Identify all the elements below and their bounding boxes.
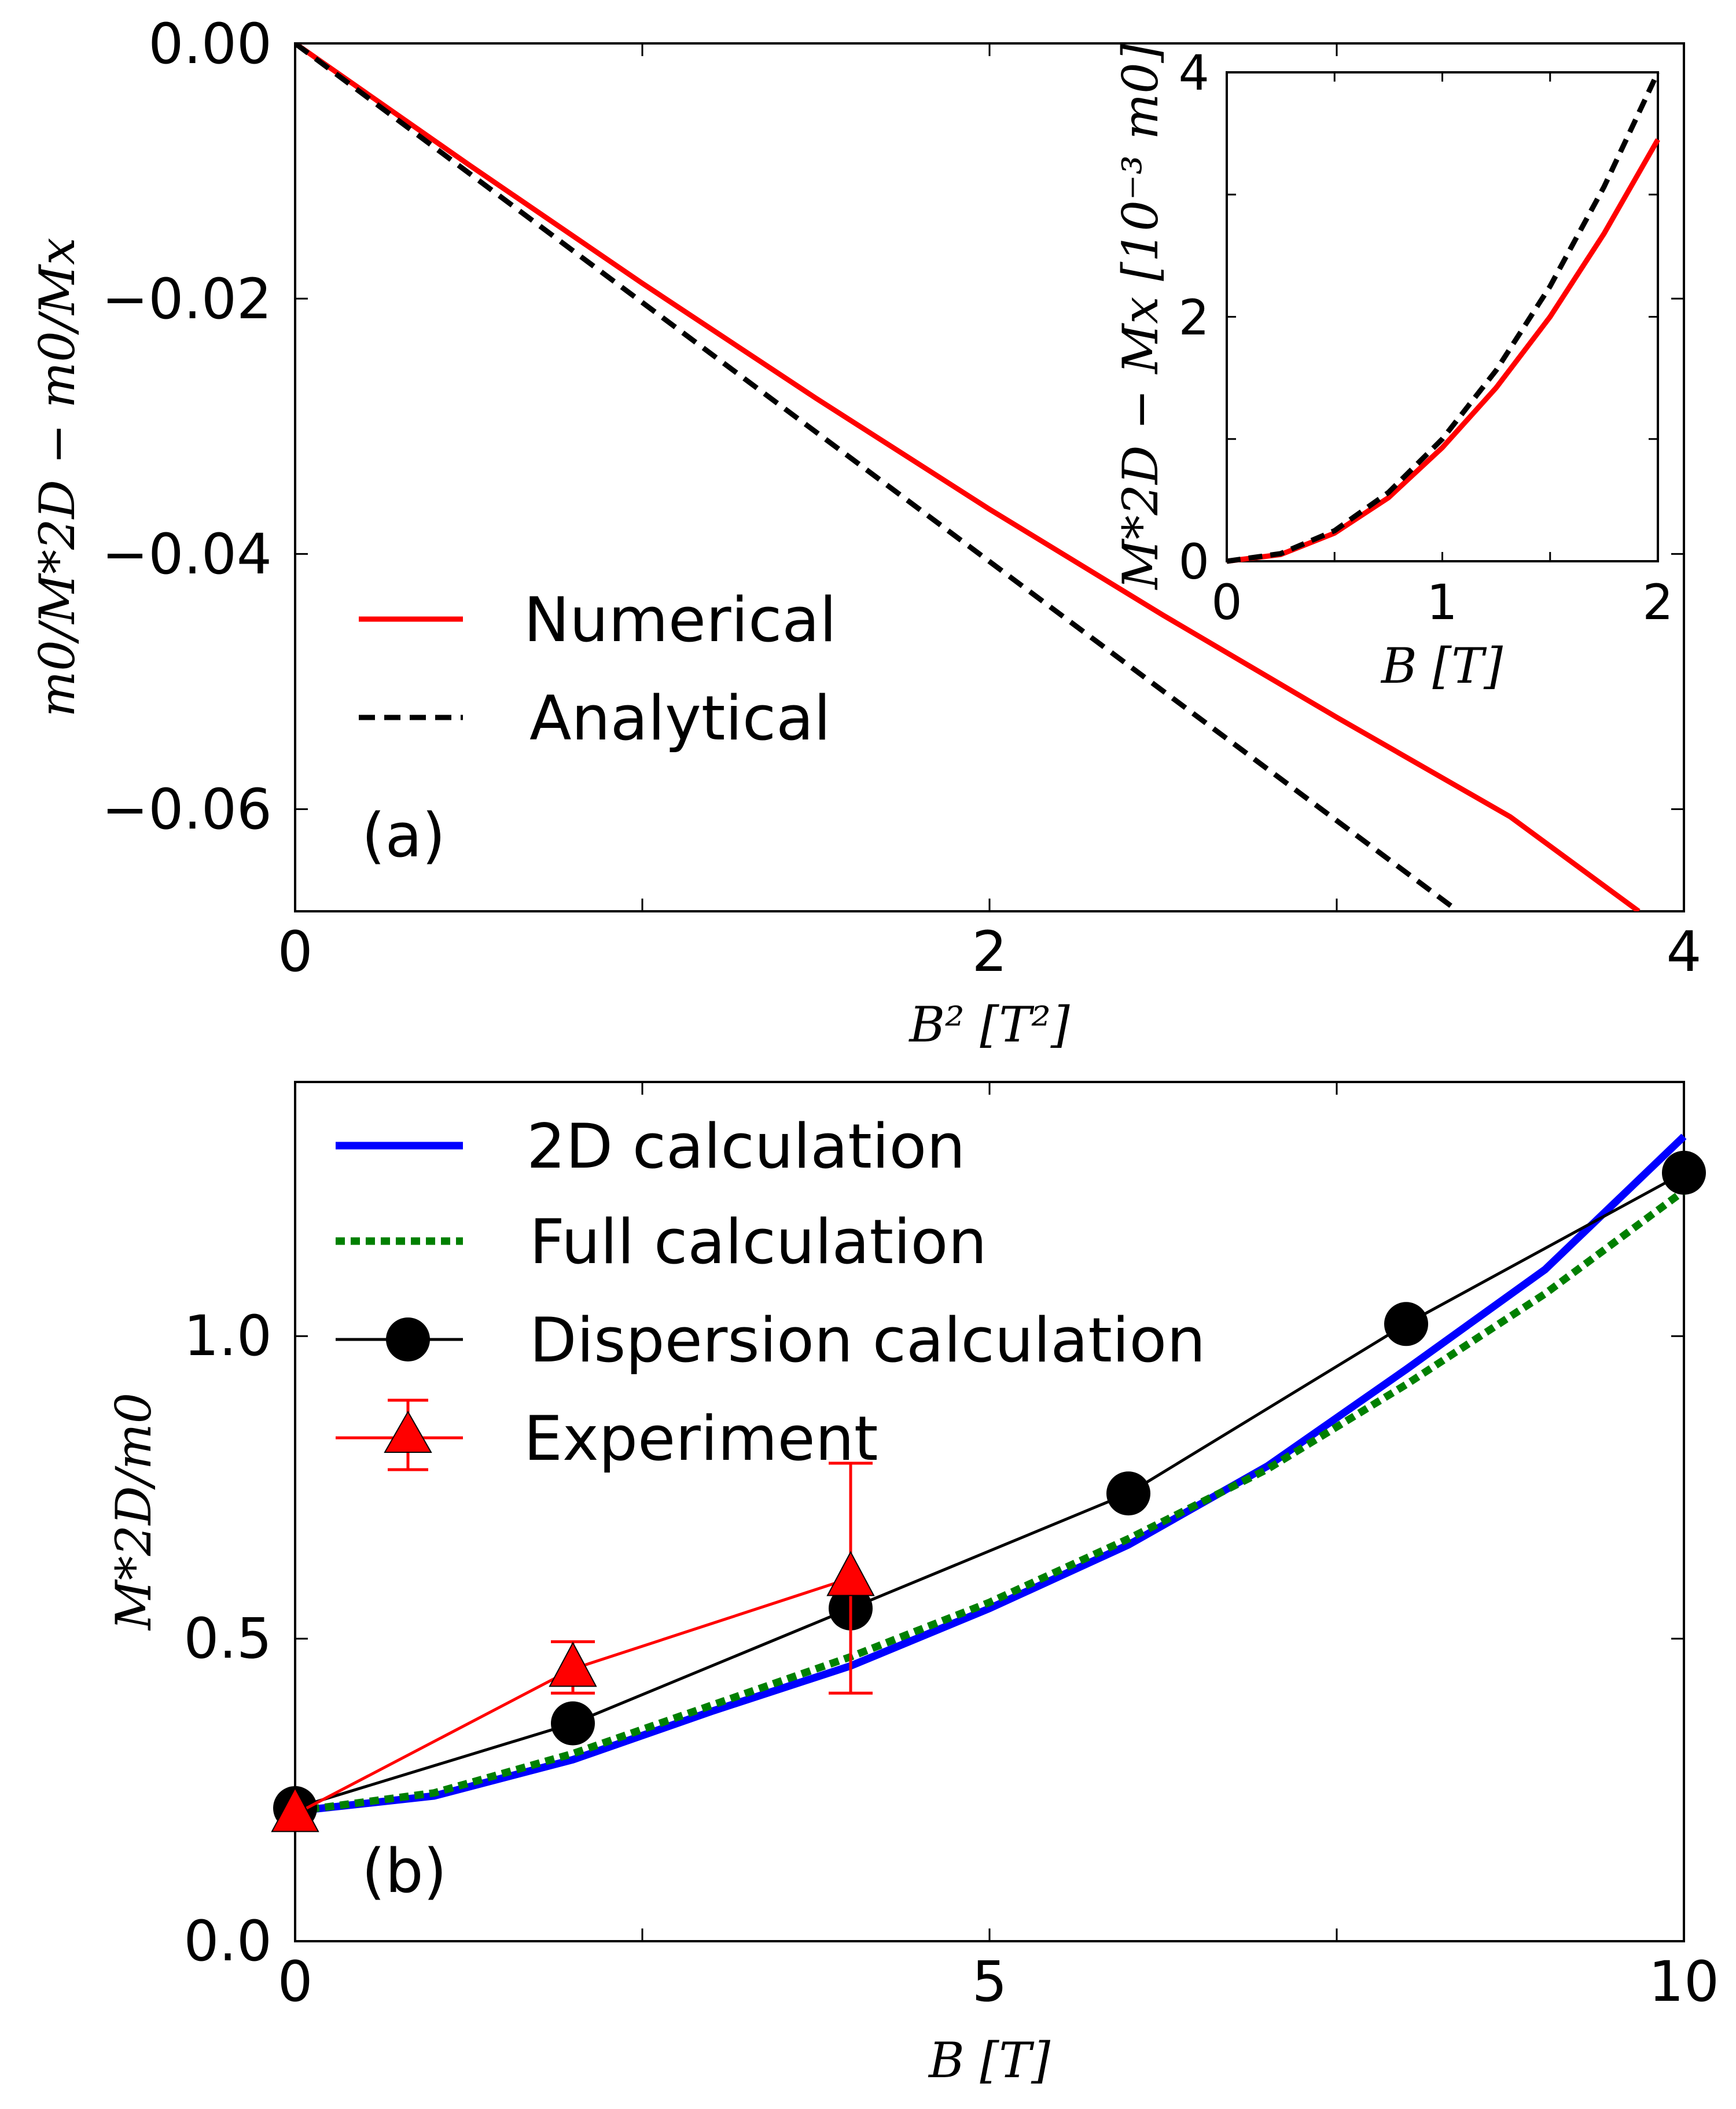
inset-series-analytical-line [1226,71,1661,564]
b-legend-2d-label: 2D calculation [527,1111,965,1182]
a-legend: Numerical Analytical [359,584,837,754]
b-xtick-label-2: 10 [1649,1949,1719,2014]
a-inset-frame [1226,71,1659,562]
a-ytick-label-3: −0.06 [102,777,272,842]
panel-b-frame [294,1081,1685,1942]
inset-xtick-label-1: 1 [1426,574,1457,631]
inset-xlabel: B [T] [1380,638,1503,694]
inset-xtick-label-0: 0 [1211,574,1242,631]
a-series-analytical-line [295,43,1460,911]
a-series-numerical-line [295,43,1641,911]
a-xtick-label-0: 0 [277,919,312,984]
b-experiment-point-1 [549,1641,597,1687]
a-panel-label: (a) [362,800,446,871]
b-legend-full-label: Full calculation [529,1206,987,1278]
b-xtick-label-1: 5 [972,1949,1007,2014]
b-panel-label: (b) [362,1836,447,1906]
a-ytick-label-0: 0.00 [148,12,272,76]
inset-xtick-label-2: 2 [1642,574,1673,631]
a-legend-analytical-label: Analytical [529,683,831,754]
b-dispersion-point-5 [1662,1150,1706,1195]
b-dispersion-point-3 [1106,1471,1150,1516]
a-inset: 0 2 4 0 1 2 B [T] M*2D − Mx [10⁻³ m0] [1112,43,1674,694]
b-xlabel: B [T] [928,2032,1050,2089]
b-dispersion-point-4 [1384,1302,1428,1346]
b-ylabel: M*2D/m0 [105,1393,162,1631]
b-legend-dispersion-label: Dispersion calculation [529,1305,1205,1376]
b-ytick-label-2: 1.0 [183,1304,272,1368]
b-xtick-label-0: 0 [277,1949,312,2014]
inset-ytick-label-0: 0 [1179,533,1209,590]
b-legend-experiment-label: Experiment [524,1403,878,1474]
a-xtick-label-1: 2 [972,919,1007,984]
inset-ytick-label-2: 4 [1179,45,1209,101]
panel-a: 0.00 −0.02 −0.04 −0.06 0 2 4 B² [T²] m0/… [29,12,1702,1053]
panel-b: 0.0 0.5 1.0 0 5 10 B [T] M*2D/m0 2D calc… [105,1081,1719,2089]
b-experiment-point-0 [271,1787,319,1832]
a-ytick-label-1: −0.02 [102,267,272,332]
b-dispersion-point-1 [551,1701,595,1746]
a-xlabel: B² [T²] [908,996,1070,1053]
b-legend-experiment-marker [384,1410,432,1453]
a-ytick-label-2: −0.04 [102,522,272,587]
b-experiment-point-2 [826,1551,875,1596]
a-ylabel: m0/M*2D − m0/Mx [29,238,86,717]
b-legend: 2D calculation Full calculation Dispersi… [336,1111,1205,1474]
b-series-full-line [295,1188,1686,1815]
inset-ylabel: M*2D − Mx [10⁻³ m0] [1112,43,1169,590]
b-legend-dispersion-marker [386,1317,430,1361]
inset-ytick-label-1: 2 [1179,289,1209,346]
b-ytick-label-1: 0.5 [183,1606,272,1671]
b-series-dispersion-line [295,1171,1685,1810]
a-xtick-label-2: 4 [1666,919,1701,984]
b-series-2d-line [295,1133,1687,1815]
a-legend-numerical-label: Numerical [524,584,837,656]
b-ytick-label-0: 0.0 [183,1909,272,1974]
